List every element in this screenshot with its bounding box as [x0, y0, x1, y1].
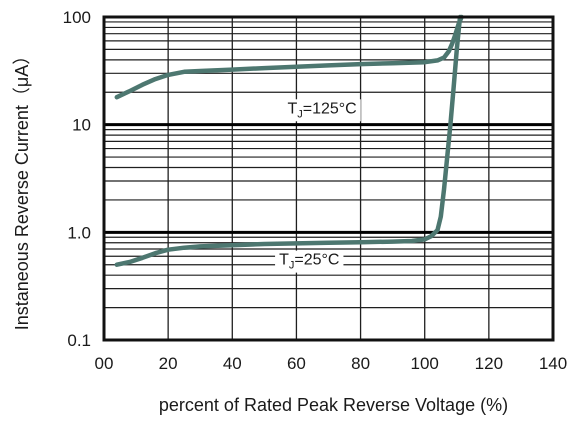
- series-label-bg: [283, 99, 361, 122]
- plot-frame: [102, 15, 555, 342]
- y-tick-label: 1.0: [67, 223, 91, 242]
- y-tick-labels: 0.1 1.0 10 100: [63, 8, 91, 350]
- x-axis-title: percent of Rated Peak Reverse Voltage (%…: [159, 395, 508, 415]
- series-layer: [114, 14, 464, 267]
- series-label-2: TJ=25°C: [275, 250, 344, 273]
- y-tick-label: 10: [72, 116, 91, 135]
- x-tick-label: 40: [223, 354, 242, 373]
- x-tick-label: 100: [411, 354, 439, 373]
- x-tick-label: 140: [539, 354, 567, 373]
- x-tick-label: 120: [475, 354, 503, 373]
- x-tick-label: 60: [287, 354, 306, 373]
- series-label-1: TJ=125°C: [283, 99, 361, 122]
- series-line-2: [114, 14, 463, 267]
- y-axis-title: Instaneous Reverse Current（μA）: [12, 47, 32, 331]
- y-tick-label: 100: [63, 8, 91, 27]
- series-label-bg: [275, 250, 344, 273]
- y-tick-label: 0.1: [67, 331, 91, 350]
- x-tick-label: 00: [95, 354, 114, 373]
- x-tick-label: 80: [351, 354, 370, 373]
- series-label-text: TJ=25°C: [279, 252, 339, 272]
- series-label-text: TJ=125°C: [287, 100, 356, 120]
- x-tick-label: 20: [159, 354, 178, 373]
- x-tick-labels: 00 20 40 60 80 100 120 140: [95, 354, 568, 373]
- series-label-layer: TJ=125°C TJ=25°C: [275, 99, 361, 273]
- series-line-1: [114, 14, 464, 100]
